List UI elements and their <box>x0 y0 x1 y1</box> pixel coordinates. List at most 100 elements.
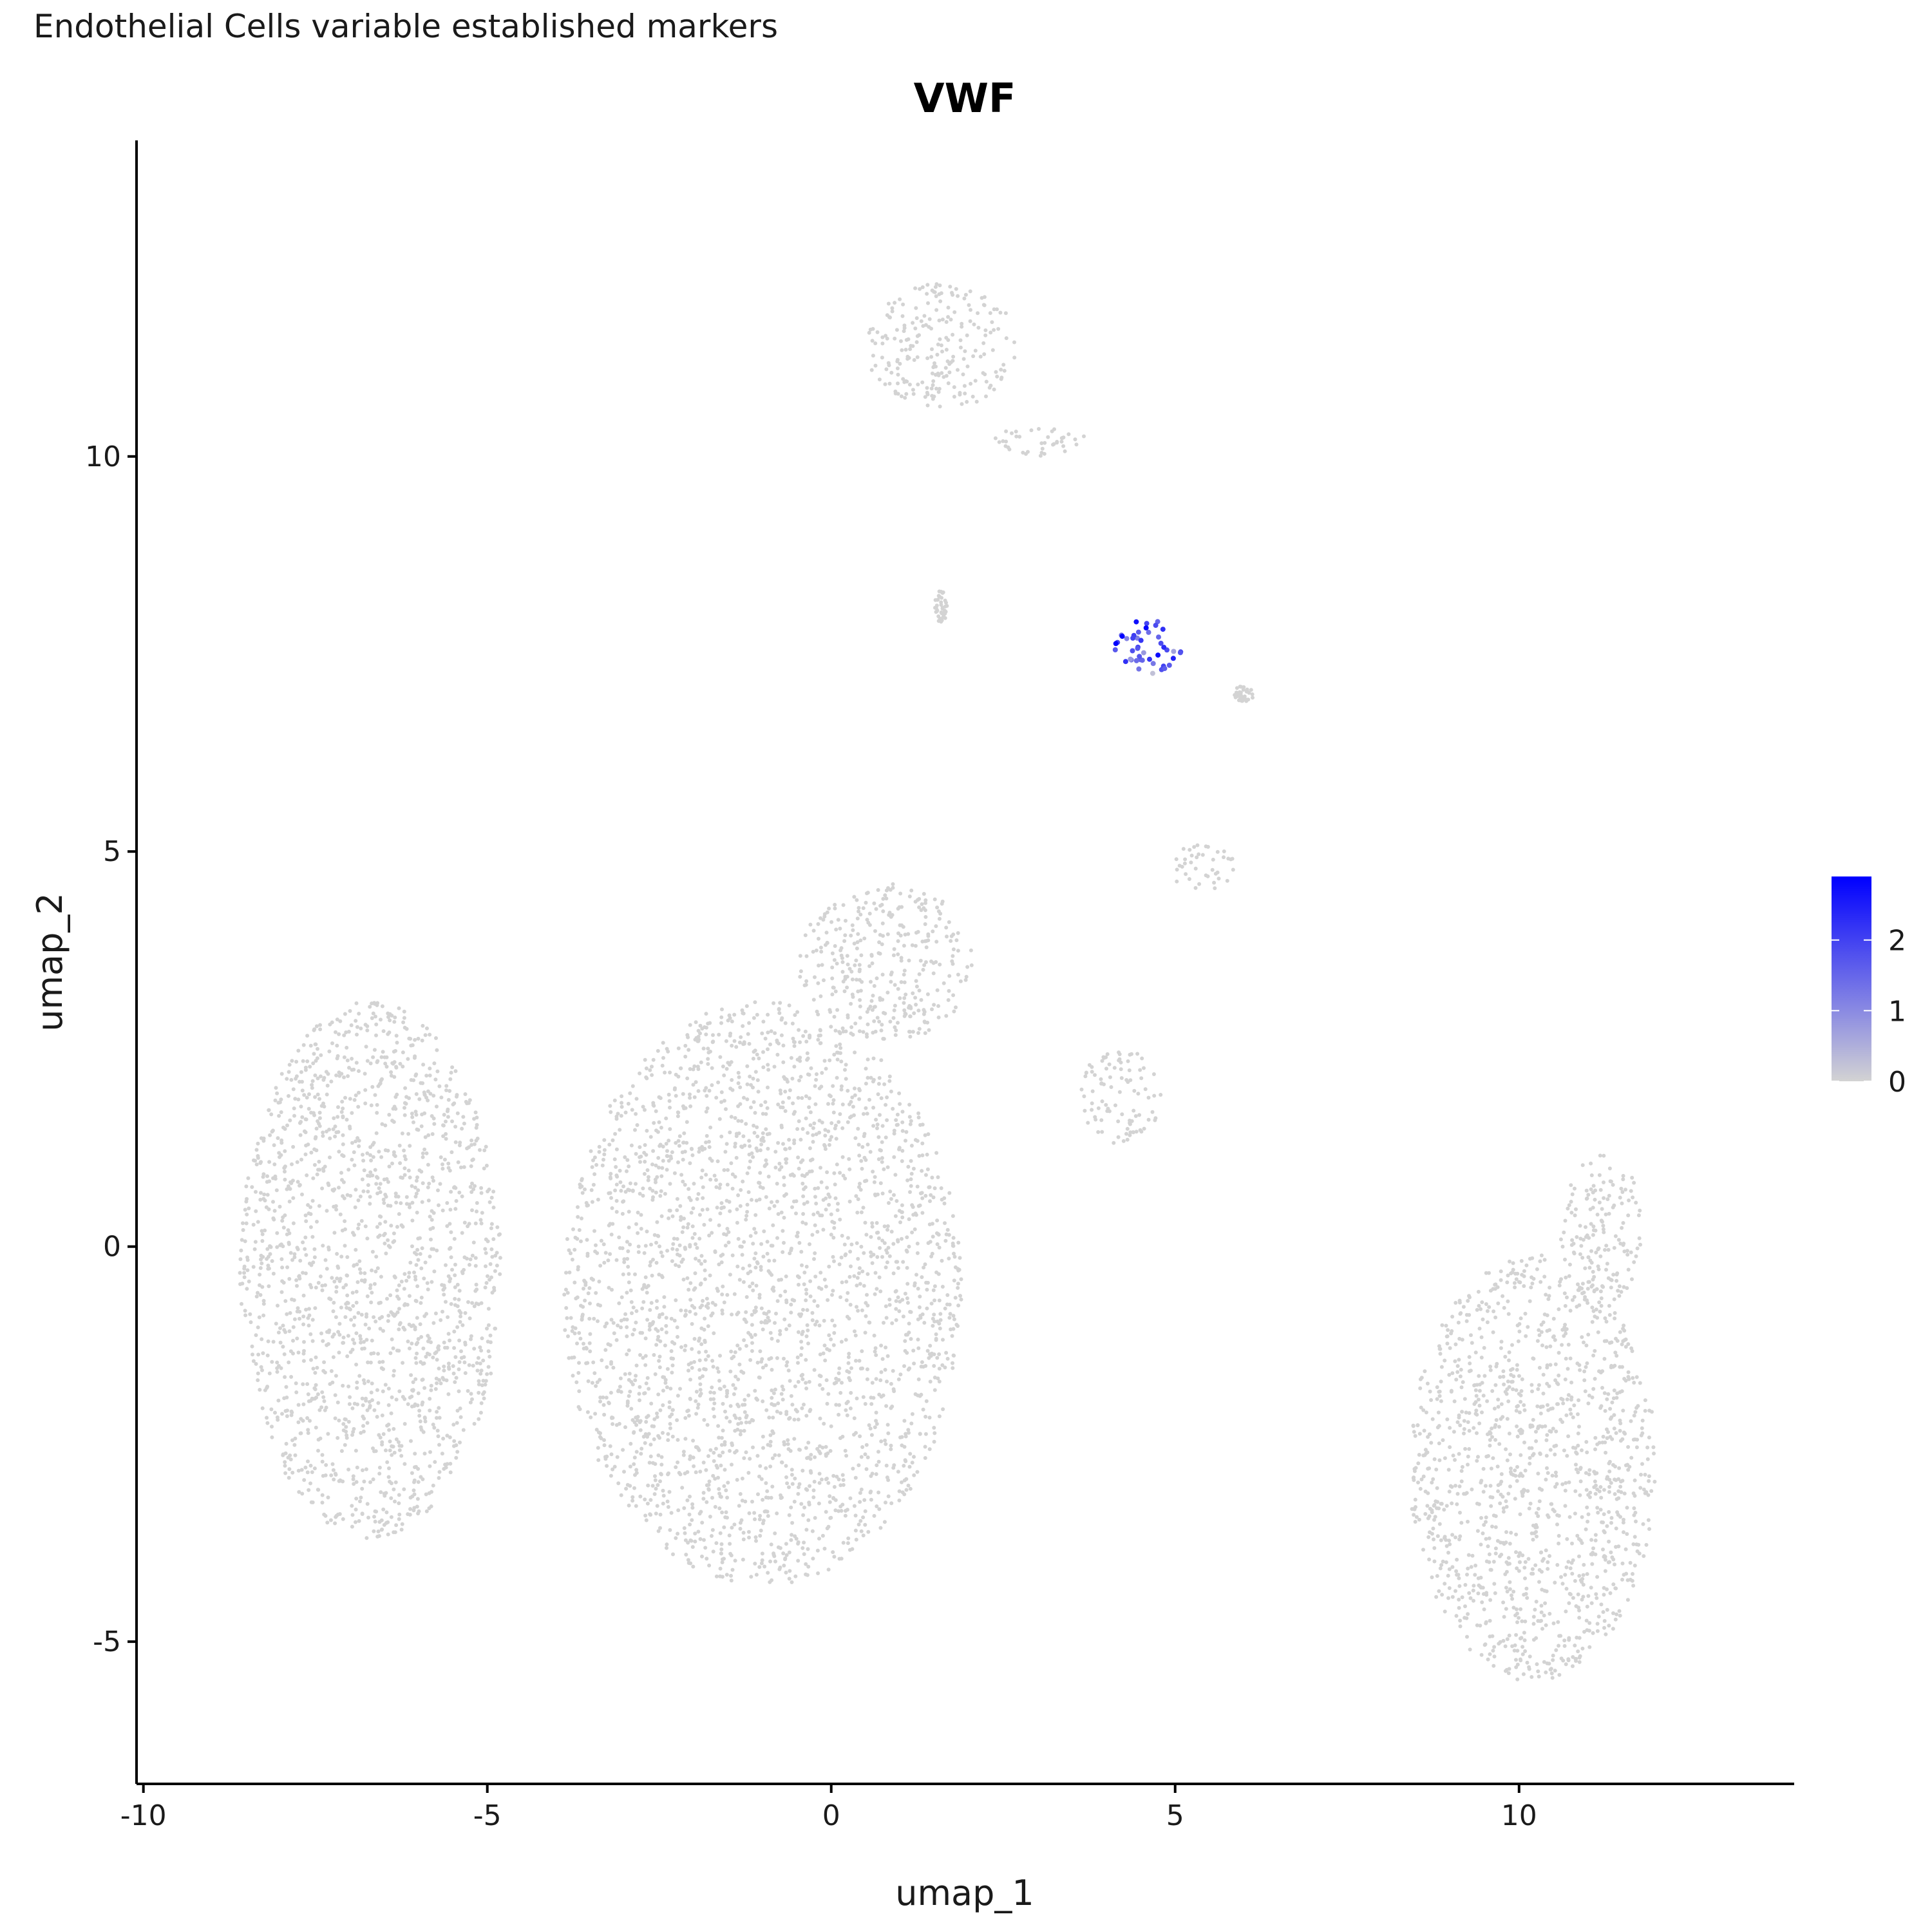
scatter-point <box>777 1278 781 1282</box>
scatter-point <box>719 1542 724 1546</box>
scatter-point <box>751 1155 755 1159</box>
scatter-point <box>386 1180 390 1184</box>
scatter-point <box>355 1025 359 1029</box>
scatter-point <box>1440 1593 1444 1597</box>
scatter-point <box>617 1301 621 1305</box>
scatter-point <box>909 1177 913 1182</box>
scatter-point <box>308 1463 313 1468</box>
scatter-point <box>374 1510 379 1514</box>
scatter-point <box>1448 1445 1452 1450</box>
scatter-point <box>826 1192 831 1197</box>
scatter-point <box>285 1187 289 1191</box>
scatter-point <box>921 1407 925 1412</box>
scatter-point <box>325 1083 330 1088</box>
scatter-point <box>782 1075 786 1079</box>
scatter-point <box>250 1344 254 1349</box>
scatter-point <box>300 1115 305 1119</box>
scatter-point <box>809 1453 813 1457</box>
scatter-point <box>843 933 848 938</box>
scatter-point <box>407 1346 412 1350</box>
scatter-point <box>587 1316 592 1321</box>
scatter-point <box>446 1361 451 1366</box>
scatter-point <box>609 1196 613 1200</box>
scatter-point <box>1620 1577 1624 1582</box>
scatter-point <box>1534 1600 1539 1604</box>
scatter-point <box>1530 1282 1535 1285</box>
scatter-point <box>394 1034 399 1038</box>
scatter-point <box>861 1515 866 1520</box>
scatter-point <box>702 1538 706 1542</box>
scatter-point <box>495 1264 499 1268</box>
scatter-point <box>267 1179 272 1184</box>
scatter-point <box>1477 1403 1482 1408</box>
scatter-point <box>725 1495 730 1500</box>
scatter-point <box>478 1148 482 1152</box>
scatter-point <box>932 1364 936 1368</box>
scatter-point <box>912 1011 916 1016</box>
scatter-point <box>370 1338 374 1343</box>
scatter-point <box>308 1419 312 1423</box>
scatter-point <box>291 1196 296 1200</box>
scatter-point <box>394 1437 399 1441</box>
scatter-point <box>327 1183 331 1188</box>
scatter-point <box>698 1282 703 1287</box>
scatter-point <box>614 1182 619 1187</box>
scatter-point <box>1530 1675 1534 1679</box>
scatter-point <box>674 1465 678 1470</box>
scatter-point <box>665 1168 669 1172</box>
scatter-point <box>298 1258 303 1263</box>
scatter-point <box>849 1242 854 1247</box>
scatter-point <box>1586 1594 1591 1598</box>
scatter-point <box>238 1271 242 1275</box>
scatter-point <box>300 1192 304 1197</box>
scatter-point <box>281 1215 285 1220</box>
scatter-point <box>570 1257 574 1262</box>
scatter-point <box>369 1159 374 1162</box>
scatter-point <box>413 1452 417 1456</box>
scatter-point <box>772 1258 777 1263</box>
scatter-point <box>897 1209 902 1213</box>
scatter-point <box>651 1057 656 1062</box>
scatter-point <box>395 1294 399 1299</box>
scatter-point <box>586 1291 591 1296</box>
scatter-point <box>657 1315 661 1320</box>
scatter-point <box>922 1008 926 1012</box>
scatter-point <box>611 1138 615 1142</box>
scatter-point <box>643 1275 648 1280</box>
scatter-point <box>753 1231 758 1235</box>
scatter-point <box>817 1374 822 1378</box>
scatter-point <box>697 1150 701 1154</box>
scatter-point <box>641 1104 645 1109</box>
scatter-point <box>659 1174 664 1179</box>
scatter-point <box>306 1142 310 1147</box>
scatter-point <box>627 1394 631 1398</box>
scatter-point <box>283 1451 288 1455</box>
scatter-point <box>748 1234 753 1238</box>
scatter-point <box>415 1175 419 1180</box>
scatter-point <box>949 1327 953 1332</box>
scatter-point <box>1602 1391 1607 1396</box>
scatter-point <box>703 1316 707 1321</box>
scatter-point <box>361 1189 366 1193</box>
scatter-point <box>817 1472 822 1476</box>
scatter-point <box>402 1016 406 1020</box>
scatter-point <box>930 1007 934 1012</box>
scatter-point <box>940 899 945 904</box>
scatter-point <box>747 1264 752 1268</box>
scatter-point <box>1544 1293 1548 1297</box>
scatter-point <box>406 1274 411 1279</box>
scatter-point <box>691 1206 696 1211</box>
scatter-point <box>858 1500 862 1504</box>
scatter-point <box>838 1217 842 1222</box>
scatter-point <box>1555 1482 1559 1486</box>
scatter-point <box>387 1466 391 1470</box>
scatter-point <box>873 1192 877 1197</box>
scatter-point <box>418 1252 422 1256</box>
scatter-point <box>702 1417 706 1422</box>
scatter-point <box>455 1093 459 1097</box>
scatter-point <box>736 1422 741 1426</box>
scatter-point <box>418 1419 422 1424</box>
scatter-point <box>766 1063 770 1067</box>
scatter-point <box>800 1181 805 1186</box>
scatter-point <box>442 1364 446 1368</box>
